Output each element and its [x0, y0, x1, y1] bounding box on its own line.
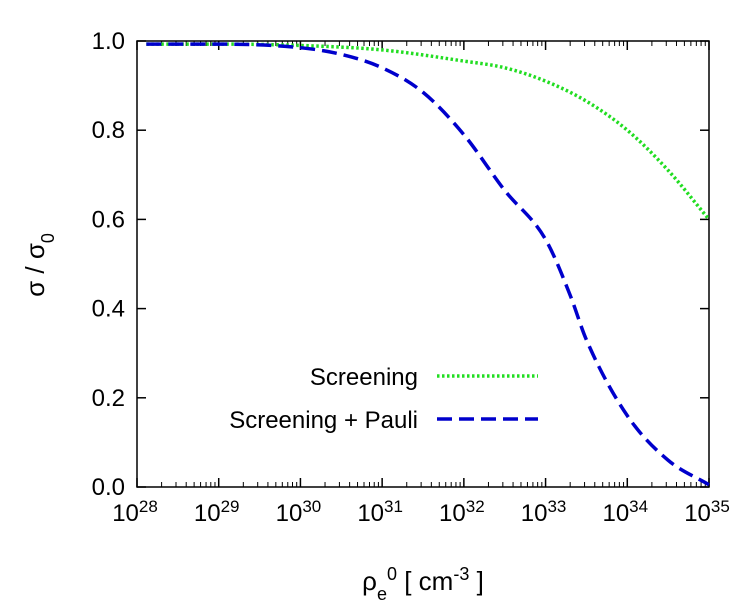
x-label-rest: [ cm	[397, 566, 453, 596]
legend: Screening Screening + Pauli	[229, 364, 538, 434]
x-tick-exp: 35	[711, 497, 730, 516]
y-axis: 0.0 0.2 0.4 0.6 0.8 1.0	[92, 28, 709, 501]
x-tick-label: 1032	[439, 497, 485, 528]
x-axis-label: ρe0 [ cm-3 ]	[362, 564, 484, 604]
x-tick-label: 1029	[194, 497, 240, 528]
y-tick-label: 0.6	[92, 206, 125, 233]
x-tick-base: 10	[194, 500, 221, 527]
y-label-sub: 0	[38, 233, 58, 243]
y-tick-label: 1.0	[92, 28, 125, 55]
x-tick-label: 1031	[357, 497, 403, 528]
x-label-sub: e	[377, 584, 387, 604]
x-tick-base: 10	[602, 500, 629, 527]
plot-frame	[136, 40, 710, 488]
legend-label-screening-pauli: Screening + Pauli	[229, 407, 418, 434]
series-layer	[146, 42, 711, 487]
series-line-screening	[146, 42, 711, 221]
x-tick-exp: 33	[547, 497, 566, 516]
x-tick-exp: 29	[221, 497, 240, 516]
y-tick-label: 0.2	[92, 385, 125, 412]
x-axis: 1028 1029 1030 1031 1032 1033 1034 1035	[112, 41, 730, 527]
x-tick-exp: 31	[384, 497, 403, 516]
x-tick-base: 10	[112, 500, 139, 527]
x-label-base: ρ	[362, 566, 377, 596]
x-tick-label: 1033	[521, 497, 567, 528]
x-tick-exp: 28	[139, 497, 158, 516]
x-tick-label: 1035	[684, 497, 730, 528]
x-tick-base: 10	[684, 500, 711, 527]
y-label-sigma0: σ	[20, 243, 50, 259]
x-tick-base: 10	[276, 500, 303, 527]
x-tick-exp: 32	[466, 497, 485, 516]
y-label-slash: /	[20, 259, 50, 281]
x-tick-base: 10	[357, 500, 384, 527]
x-tick-exp: 30	[302, 497, 321, 516]
y-tick-label: 0.8	[92, 117, 125, 144]
x-tick-label: 1030	[276, 497, 322, 528]
y-axis-label: σ / σ0	[20, 233, 58, 297]
legend-label-screening: Screening	[310, 364, 418, 391]
x-label-close: ]	[469, 566, 483, 596]
y-tick-label: 0.4	[92, 296, 125, 323]
y-tick-label: 0.0	[92, 474, 125, 501]
x-tick-label: 1034	[602, 497, 648, 528]
x-label-sup: 0	[387, 564, 397, 584]
x-tick-base: 10	[439, 500, 466, 527]
y-label-sigma: σ	[20, 281, 50, 297]
series-line-screening-pauli	[146, 42, 710, 487]
x-label-unit-sup: -3	[453, 564, 469, 584]
x-tick-base: 10	[521, 500, 548, 527]
x-tick-label: 1028	[112, 497, 158, 528]
x-tick-exp: 34	[629, 497, 648, 516]
